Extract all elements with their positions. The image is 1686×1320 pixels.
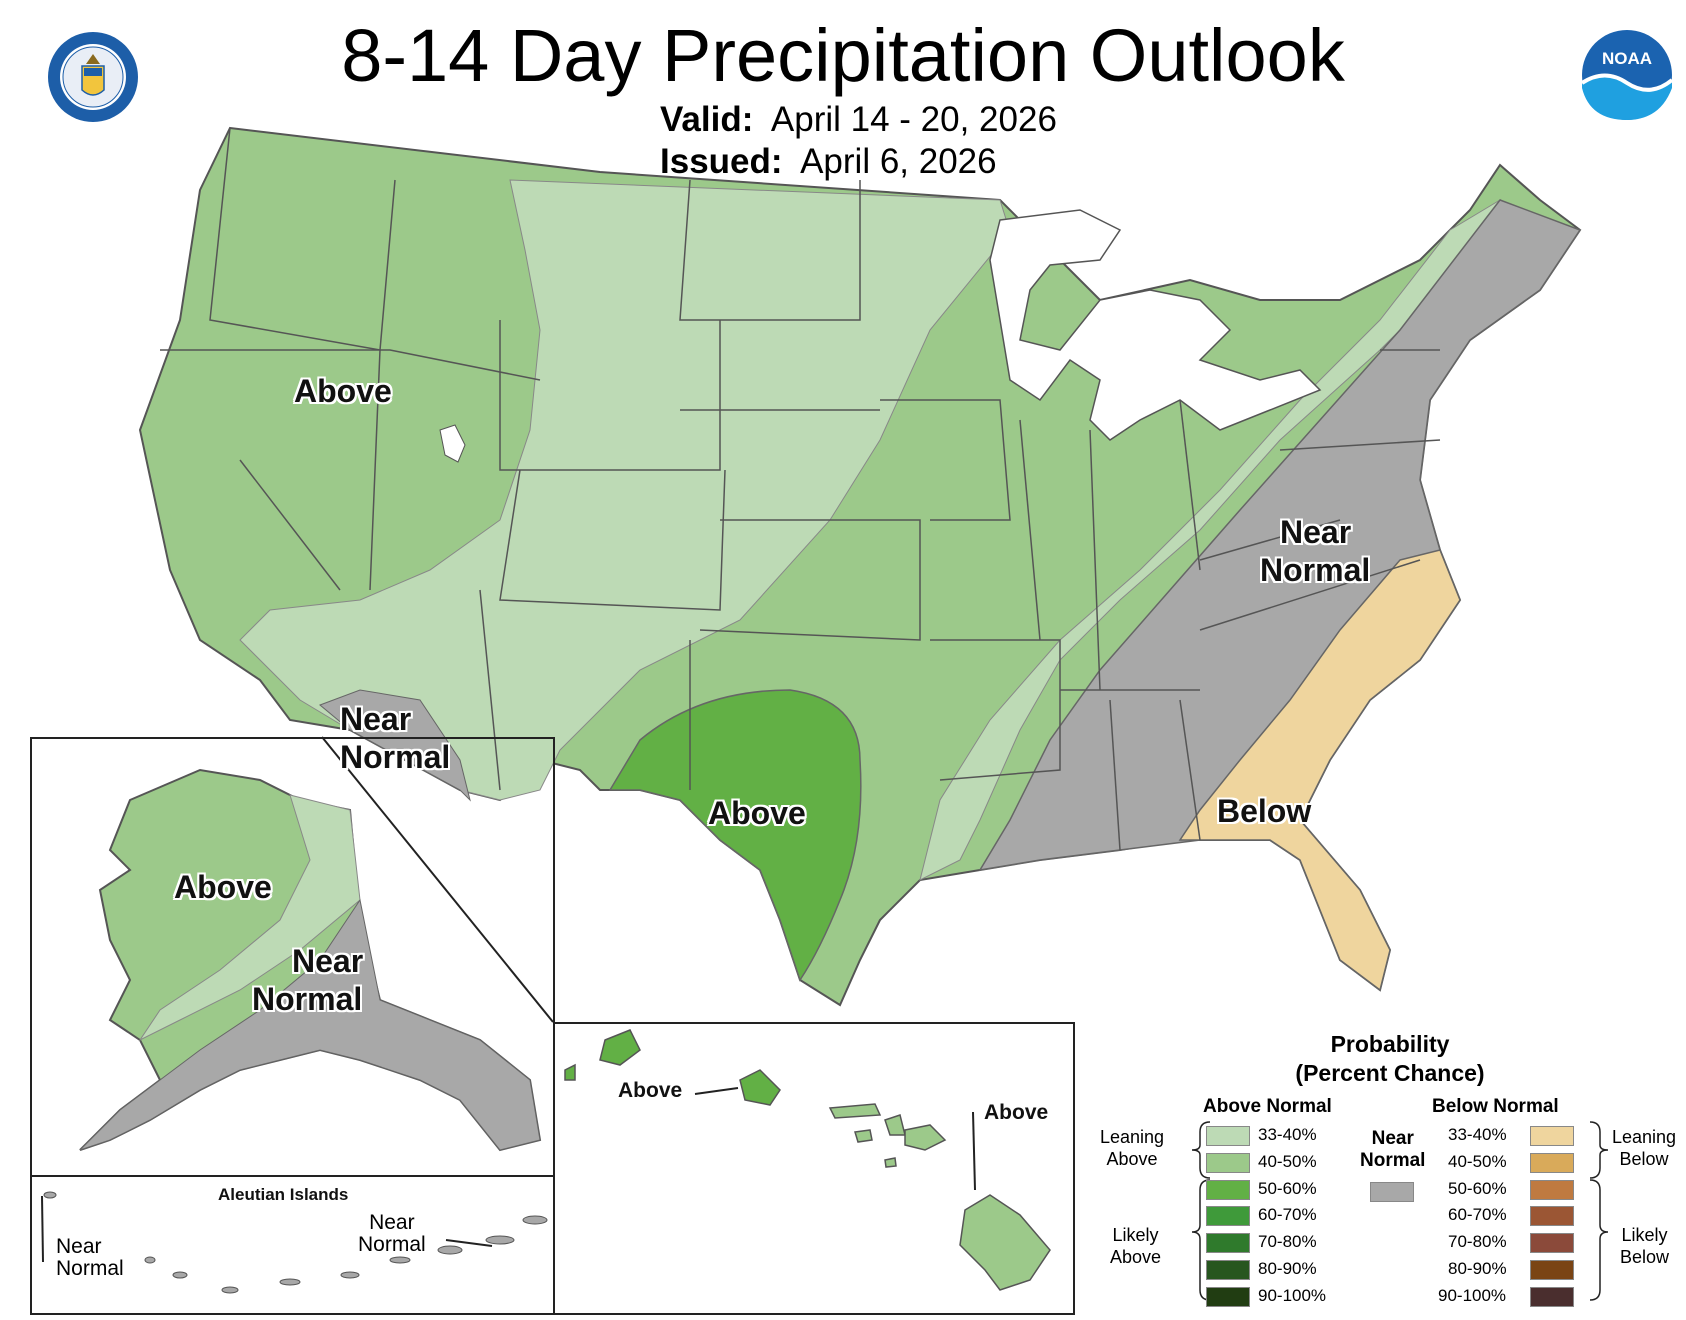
great-salt-lake (439, 424, 466, 463)
conus-texas-above-50-60 (608, 689, 862, 982)
legend-below-range-3: 50-60% (1448, 1178, 1507, 1198)
legend-above-swatch-1 (1206, 1126, 1250, 1146)
alaska-above-label: Above (174, 869, 272, 905)
legend-above-swatch-7 (1206, 1286, 1250, 1307)
legend-below-swatch-4 (1530, 1206, 1574, 1227)
aleutian-west-near-2: Normal (56, 1257, 124, 1280)
legend-below-range-7: 90-100% (1438, 1285, 1507, 1305)
legend-leaning-below: Leaning Below (1612, 1126, 1676, 1170)
legend-near-header-1: Near (1371, 1128, 1414, 1149)
aleutian-east-near-label: Near Normal (358, 1212, 426, 1256)
conus-se-below-normal (1178, 549, 1461, 992)
alaska-near-label-2: Normal (252, 981, 363, 1017)
alaska-near-label-1: Near (292, 943, 364, 979)
legend-below-range-2: 40-50% (1448, 1151, 1507, 1171)
legend-above-range-4: 60-70% (1258, 1205, 1317, 1225)
legend-above-header: Above Normal (1203, 1096, 1332, 1117)
legend-above-swatch-2 (1206, 1152, 1250, 1173)
legend-above-swatch-6 (1206, 1260, 1250, 1280)
great-lakes (989, 209, 1322, 441)
legend-leaning-below-1: Leaning (1612, 1127, 1677, 1147)
legend-leaning-above-2: Above (1106, 1149, 1158, 1169)
legend-likely-below-1: Likely (1621, 1225, 1668, 1245)
hawaii-callout-lines (694, 1087, 976, 1191)
alaska-near-normal (79, 898, 541, 1151)
legend-below-swatch-1 (1530, 1126, 1574, 1146)
legend-above-range-2: 40-50% (1258, 1151, 1317, 1171)
conus-east-near-label-2: Normal (1260, 552, 1371, 588)
legend-leaning-above-1: Leaning (1100, 1127, 1165, 1147)
aleutian-islands (43, 1191, 548, 1294)
issued-line: Issued: April 6, 2026 (660, 142, 997, 182)
legend-below-swatch-7 (1530, 1286, 1574, 1307)
hawaii-big-island-above-label: Above (984, 1101, 1049, 1124)
noaa-logo-icon: NOAA (1580, 30, 1674, 120)
conus-nw-above-label: Above (294, 373, 392, 409)
conus-se-below-label: Below (1217, 793, 1312, 829)
legend-above-swatch-4 (1206, 1206, 1250, 1227)
legend-likely-above: Likely Above (1110, 1224, 1161, 1268)
legend-above-swatch-3 (1206, 1179, 1250, 1200)
legend-leaning-below-2: Below (1619, 1149, 1669, 1169)
conus-east-near-label-1: Near (1280, 514, 1352, 550)
legend-above-range-6: 80-90% (1258, 1259, 1317, 1278)
legend-below-swatch-5 (1530, 1233, 1574, 1254)
legend-below-range-6: 80-90% (1448, 1259, 1507, 1278)
legend-title-line-2: (Percent Chance) (1295, 1060, 1485, 1086)
valid-line: Valid: April 14 - 20, 2026 (660, 100, 1057, 140)
alaska-above-33-40 (138, 794, 361, 1042)
legend-above-range-7: 90-100% (1258, 1285, 1327, 1305)
legend-above-swatch-5 (1206, 1233, 1250, 1254)
state-boundaries (160, 127, 1441, 851)
aleutian-west-near-label: Near Normal (56, 1236, 124, 1280)
valid-label: Valid: (660, 100, 754, 139)
legend-near-normal-swatch (1370, 1182, 1414, 1202)
conus-sw-near-normal (319, 689, 471, 802)
conus-sw-near-label-2: Normal (340, 739, 451, 775)
aleutian-callout-lines (41, 1195, 493, 1263)
legend-likely-above-2: Above (1110, 1247, 1162, 1267)
legend-above-range-3: 50-60% (1258, 1178, 1317, 1198)
legend-near-header-2: Normal (1360, 1150, 1426, 1171)
legend-below-swatch-2 (1530, 1152, 1574, 1173)
legend-above-range-5: 70-80% (1258, 1232, 1317, 1252)
legend-near-header: Near Normal (1360, 1128, 1425, 1172)
issued-date: April 6, 2026 (800, 142, 997, 181)
legend-leaning-above: Leaning Above (1100, 1126, 1164, 1170)
conus-above-33-40-east-band (919, 198, 1502, 881)
legend-below-swatch-6 (1530, 1260, 1574, 1280)
hawaii-islands (564, 1029, 1051, 1291)
noaa-logo-text: NOAA (1602, 49, 1652, 68)
legend-below-header: Below Normal (1432, 1096, 1559, 1117)
legend-likely-above-1: Likely (1112, 1225, 1159, 1245)
legend-above-range-1: 33-40% (1258, 1125, 1317, 1144)
hawaii-oahu-above-label: Above (618, 1079, 683, 1102)
conus-sw-near-label-1: Near (340, 701, 412, 737)
hawaii-inset (553, 1022, 1075, 1315)
legend-below-range-5: 70-80% (1448, 1232, 1507, 1252)
aleutian-west-near-1: Near (56, 1235, 102, 1258)
legend-braces (1191, 1121, 1609, 1301)
legend-likely-below: Likely Below (1620, 1224, 1669, 1268)
map-title: 8-14 Day Precipitation Outlook (341, 14, 1345, 97)
legend-below-range-4: 60-70% (1448, 1205, 1507, 1225)
conus-texas-above-label: Above (708, 795, 806, 831)
aleutian-title: Aleutian Islands (218, 1185, 349, 1204)
legend-title: Probability (Percent Chance) (1230, 1030, 1550, 1088)
aleutian-east-near-1: Near (369, 1211, 415, 1234)
aleutian-east-near-2: Normal (358, 1233, 426, 1256)
legend-below-range-1: 33-40% (1448, 1125, 1507, 1144)
legend-title-line-1: Probability (1330, 1031, 1450, 1057)
valid-dates: April 14 - 20, 2026 (770, 100, 1057, 139)
legend-below-swatch-3 (1530, 1179, 1574, 1200)
issued-label: Issued: (660, 142, 783, 181)
legend-likely-below-2: Below (1620, 1247, 1670, 1267)
department-of-commerce-seal-icon (48, 32, 138, 122)
